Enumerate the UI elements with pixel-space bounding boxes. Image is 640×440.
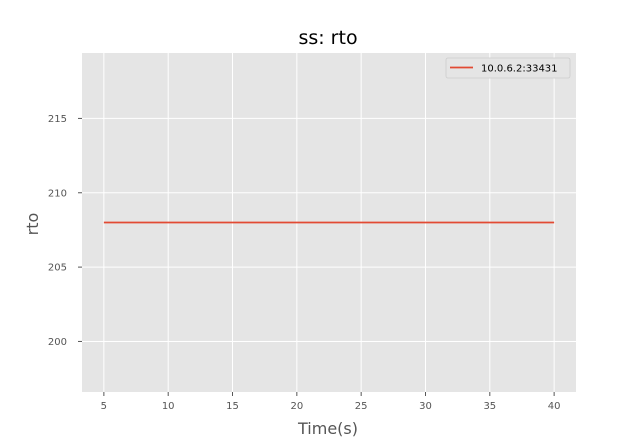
y-tick-label: 215 [48, 114, 67, 125]
x-tick-label: 10 [162, 401, 175, 412]
x-tick-label: 40 [548, 401, 561, 412]
chart-title: ss: rto [298, 27, 357, 49]
legend: 10.0.6.2:33431 [445, 57, 571, 79]
y-axis-label: rto [23, 213, 42, 236]
x-tick-label: 15 [226, 401, 239, 412]
x-tick-label: 35 [483, 401, 496, 412]
legend-label: 10.0.6.2:33431 [481, 64, 558, 75]
y-tick-label: 205 [48, 263, 67, 274]
x-tick-label: 20 [290, 401, 303, 412]
x-tick-label: 30 [419, 401, 432, 412]
x-axis-label: Time(s) [297, 419, 358, 438]
y-tick-label: 200 [48, 337, 67, 348]
y-tick-label: 210 [48, 188, 67, 199]
x-tick-label: 25 [355, 401, 368, 412]
tick-labels: 5 10 15 20 25 30 35 40 200 205 210 215 [48, 114, 561, 412]
tick-marks [78, 117, 555, 396]
legend-box [445, 57, 571, 79]
x-tick-label: 5 [101, 401, 107, 412]
